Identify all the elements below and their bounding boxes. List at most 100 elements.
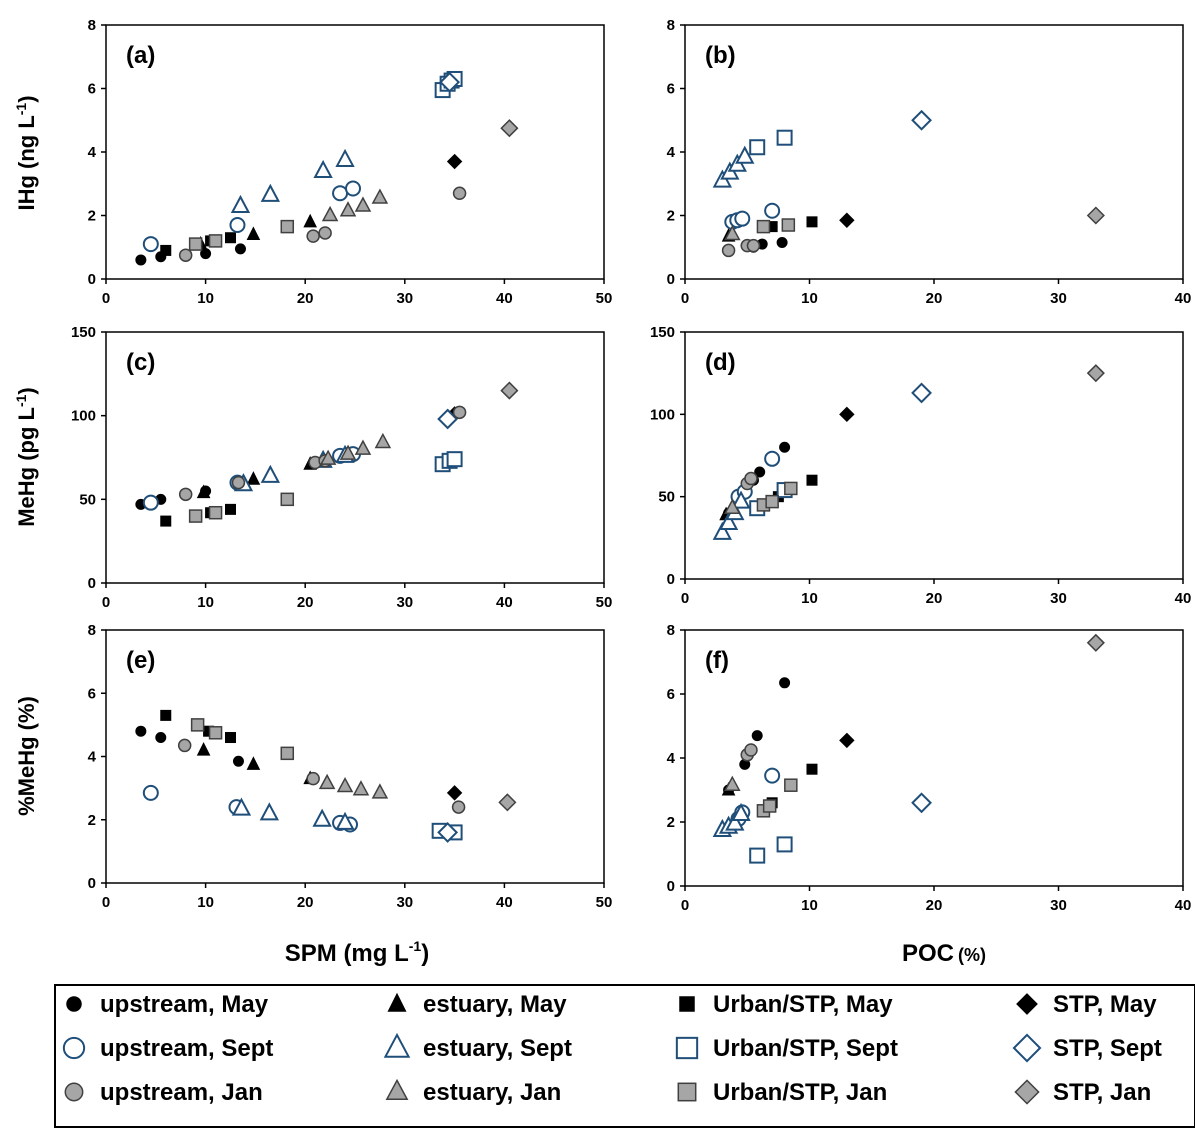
x-tick-label: 0 bbox=[681, 897, 689, 914]
data-point bbox=[225, 503, 236, 515]
data-point bbox=[160, 515, 172, 527]
data-point bbox=[306, 771, 320, 786]
data-point bbox=[332, 185, 349, 202]
data-point bbox=[712, 521, 733, 540]
y-axis-label-pct-mehg: %MeHg (%) bbox=[14, 696, 39, 816]
data-point bbox=[776, 129, 793, 146]
data-point bbox=[321, 205, 339, 222]
plot-frame bbox=[105, 331, 605, 584]
y-tick-label: 2 bbox=[88, 812, 96, 829]
data-point bbox=[196, 742, 211, 756]
x-tick-label: 40 bbox=[496, 894, 513, 911]
data-point bbox=[231, 797, 252, 816]
legend-item: Urban/STP, Sept bbox=[675, 1035, 898, 1062]
panel-d: 0 10 20 30 40 0 50 100 150 (d) bbox=[650, 324, 1191, 607]
data-point bbox=[446, 785, 463, 801]
data-point bbox=[335, 811, 355, 830]
data-point bbox=[188, 237, 203, 251]
legend-label: upstream, May bbox=[100, 991, 269, 1018]
panel-label: (d) bbox=[705, 349, 736, 376]
data-point bbox=[437, 821, 459, 843]
data-point bbox=[178, 248, 193, 262]
x-tick-label: 30 bbox=[396, 894, 413, 911]
x-label-left-main: SPM (mg L bbox=[285, 940, 409, 967]
series-upstream-jan bbox=[177, 738, 466, 814]
data-point bbox=[839, 732, 855, 749]
series-stp-sept bbox=[437, 821, 459, 843]
data-point bbox=[911, 109, 932, 131]
x-tick-label: 20 bbox=[926, 590, 943, 607]
data-point bbox=[724, 498, 741, 514]
data-point bbox=[446, 451, 463, 468]
data-point bbox=[776, 836, 793, 853]
data-point bbox=[374, 432, 392, 449]
y-tick-label: 6 bbox=[667, 81, 675, 98]
data-point bbox=[371, 188, 389, 204]
data-point bbox=[196, 484, 211, 499]
data-point bbox=[735, 145, 755, 164]
data-point bbox=[806, 763, 818, 775]
y-tick-label: 8 bbox=[667, 17, 675, 34]
data-point bbox=[439, 71, 461, 93]
legend-item: upstream, Jan bbox=[64, 1079, 263, 1106]
series-stp-jan bbox=[1086, 633, 1105, 652]
x-tick-label: 10 bbox=[197, 894, 214, 911]
legend-item: STP, Jan bbox=[1014, 1079, 1151, 1106]
x-tick-label: 0 bbox=[681, 290, 689, 307]
legend-label: upstream, Jan bbox=[100, 1079, 263, 1106]
data-point bbox=[451, 800, 466, 814]
y-label-c-main: MeHg (pg L bbox=[14, 407, 39, 527]
plot-frame bbox=[684, 331, 1184, 580]
legend-label: STP, Sept bbox=[1053, 1035, 1162, 1062]
data-point bbox=[246, 226, 261, 241]
data-point bbox=[452, 405, 467, 420]
data-point bbox=[731, 802, 751, 821]
data-point bbox=[229, 217, 246, 234]
data-point bbox=[764, 202, 781, 219]
series-upstream-sept bbox=[142, 180, 362, 253]
data-point bbox=[839, 212, 855, 228]
panel-a: 0 10 20 30 40 50 0 2 4 6 8 (a) bbox=[88, 17, 613, 307]
legend-item: upstream, Sept bbox=[62, 1035, 273, 1062]
x-tick-label: 20 bbox=[297, 290, 314, 307]
y-tick-label: 2 bbox=[88, 208, 96, 225]
data-point bbox=[135, 254, 147, 266]
y-tick-label: 8 bbox=[88, 622, 96, 639]
data-point bbox=[208, 726, 223, 740]
data-point bbox=[754, 466, 766, 478]
series-stp-jan bbox=[1086, 364, 1105, 383]
x-tick-label: 40 bbox=[496, 594, 513, 611]
series-upstream-may bbox=[135, 243, 246, 266]
data-point bbox=[724, 224, 741, 241]
data-point bbox=[160, 709, 172, 721]
x-tick-label: 30 bbox=[396, 594, 413, 611]
series-urban-stp-jan bbox=[756, 481, 798, 512]
panel-e: 0 10 20 30 40 50 0 2 4 6 8 (e) bbox=[88, 622, 613, 911]
series-stp-jan bbox=[498, 793, 517, 812]
data-point bbox=[784, 481, 798, 496]
legend-item: estuary, May bbox=[387, 991, 567, 1018]
x-tick-label: 40 bbox=[496, 290, 513, 307]
legend-marker-circle bbox=[66, 996, 82, 1012]
y-tick-label: 4 bbox=[88, 749, 97, 766]
data-point bbox=[781, 218, 796, 232]
x-axis-label-spm: SPM (mg L-1) bbox=[285, 938, 429, 967]
data-point bbox=[718, 511, 739, 531]
data-point bbox=[839, 406, 855, 423]
panel-label: (b) bbox=[705, 42, 736, 69]
data-point bbox=[336, 776, 354, 793]
series-upstream-jan bbox=[740, 743, 758, 762]
series-estuary-sept bbox=[712, 490, 751, 540]
data-point bbox=[260, 464, 281, 483]
legend-marker-square bbox=[675, 1036, 699, 1060]
series-stp-may bbox=[446, 785, 463, 801]
data-point bbox=[354, 196, 372, 212]
series-upstream-jan bbox=[178, 186, 467, 262]
y-tick-label: 0 bbox=[667, 571, 675, 588]
series-urban-stp-jan bbox=[188, 219, 295, 251]
series-stp-may bbox=[839, 212, 855, 228]
series-estuary-jan bbox=[724, 224, 741, 241]
data-point bbox=[1086, 633, 1105, 652]
